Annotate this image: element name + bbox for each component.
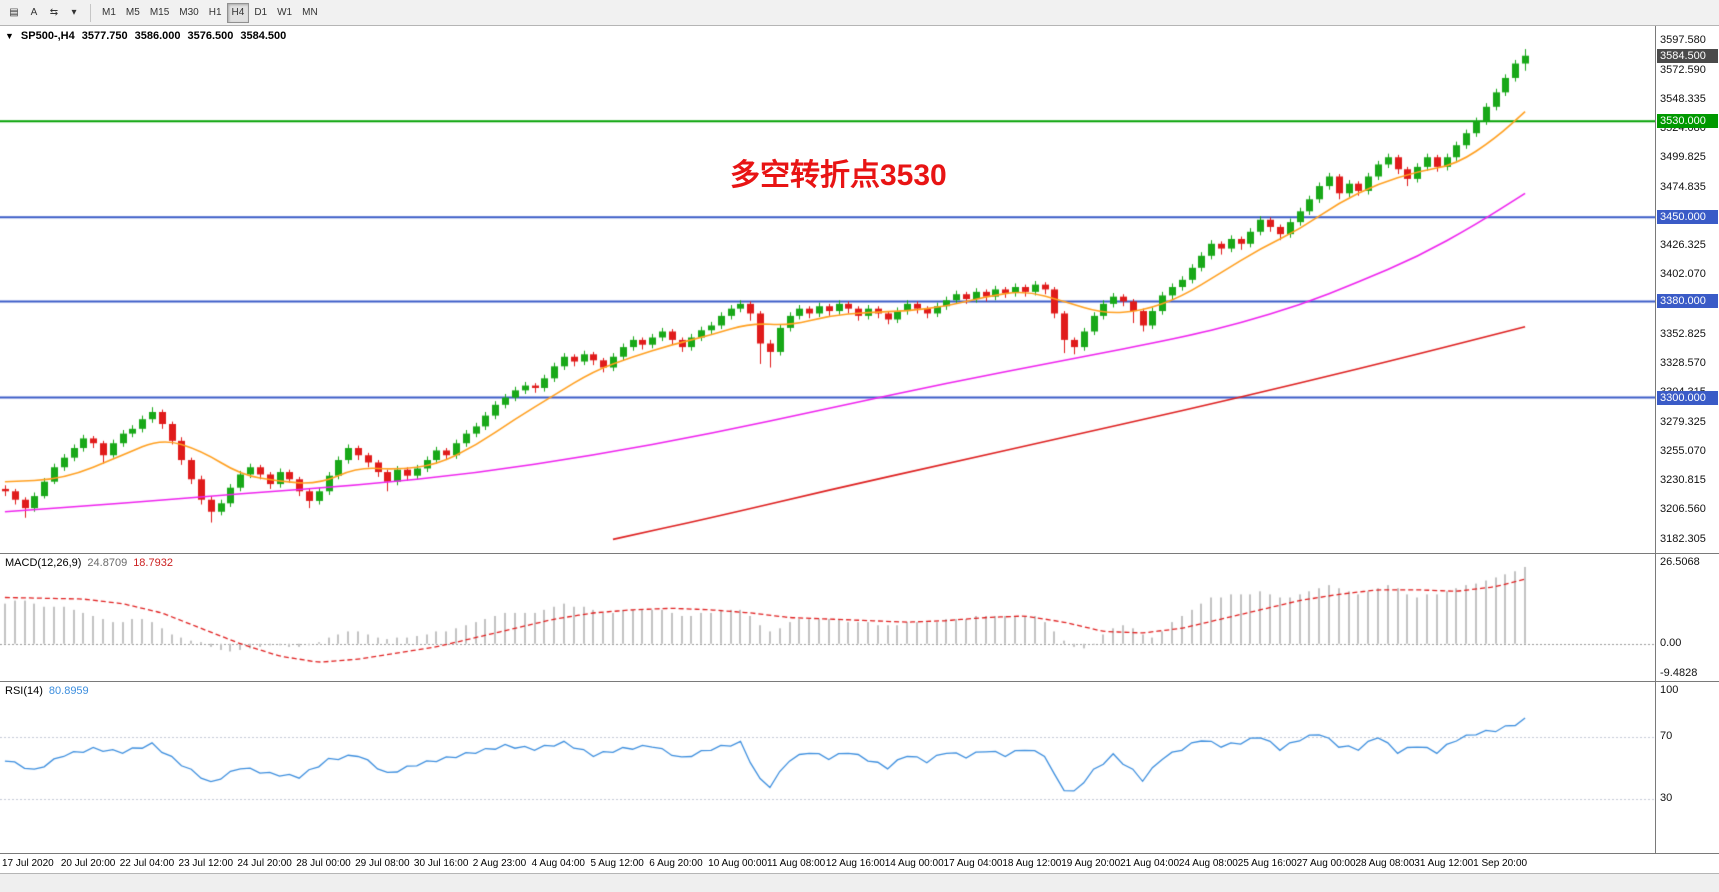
collapse-icon[interactable]: ▼ — [5, 31, 14, 41]
bottom-strip — [0, 874, 1719, 892]
rsi-label: RSI(14) 80.8959 — [5, 685, 89, 697]
time-axis-label: 17 Jul 2020 — [2, 858, 54, 869]
macd-scale-tick: 0.00 — [1660, 637, 1682, 650]
time-axis-label: 20 Jul 20:00 — [60, 858, 116, 869]
close-value: 3584.500 — [240, 30, 287, 42]
more-options-button[interactable]: ▾ — [71, 7, 77, 18]
time-axis-label: 11 Aug 08:00 — [767, 858, 826, 869]
time-axis-label: 30 Jul 16:00 — [413, 858, 469, 869]
price-badge: 3450.000 — [1657, 210, 1718, 225]
price-tick: 3352.825 — [1660, 327, 1706, 340]
rsi-scale-tick: 70 — [1660, 730, 1673, 742]
rsi-value: 80.8959 — [48, 685, 89, 697]
time-axis-label: 28 Jul 00:00 — [296, 858, 351, 869]
chart-area: 3597.5803572.5903548.3353524.0803499.825… — [0, 26, 1719, 892]
time-axis[interactable]: 17 Jul 2020 20 Jul 20:00 22 Jul 04:00 23 Ju… — [0, 854, 1719, 874]
toolbar-separator — [90, 3, 91, 22]
time-axis-label: 23 Jul 12:00 — [178, 858, 234, 869]
time-axis-label: 4 Aug 04:00 — [531, 858, 585, 869]
low-value: 3576.500 — [187, 30, 234, 42]
chart-window-button[interactable]: ▤ — [9, 7, 19, 18]
macd-main-value: 24.8709 — [87, 557, 128, 569]
time-axis-label: 17 Aug 04:00 — [943, 858, 1003, 869]
rsi-scale-tick: 30 — [1660, 792, 1673, 804]
time-axis-label: 1 Sep 20:00 — [1473, 858, 1528, 869]
time-axis-label: 14 Aug 00:00 — [884, 858, 944, 869]
price-tick: 3402.070 — [1660, 268, 1706, 281]
macd-label: MACD(12,26,9) 24.8709 18.7932 — [5, 557, 173, 569]
timeframe-button-m15[interactable]: M15 — [149, 7, 170, 18]
macd-name: MACD(12,26,9) — [5, 557, 82, 569]
price-tick: 3597.580 — [1660, 33, 1706, 46]
rsi-canvas[interactable] — [0, 682, 1655, 853]
timeframe-button-w1[interactable]: W1 — [277, 7, 293, 18]
time-axis-label: 28 Aug 08:00 — [1355, 858, 1415, 869]
rsi-panel: 100 70 30 RSI(14) 80.8959 — [0, 682, 1719, 854]
time-axis-label: 18 Aug 12:00 — [1002, 858, 1062, 869]
time-axis-label: 6 Aug 20:00 — [649, 858, 703, 869]
price-tick: 3548.335 — [1660, 92, 1706, 105]
timeframe-button-h1[interactable]: H1 — [208, 7, 222, 18]
macd-scale[interactable]: 26.5068 0.00 -9.4828 — [1655, 554, 1719, 681]
price-tick: 3230.815 — [1660, 474, 1706, 487]
rsi-name: RSI(14) — [5, 685, 43, 697]
chart-shift-button[interactable]: ⇆ — [49, 7, 59, 18]
timeframe-button-m5[interactable]: M5 — [125, 7, 140, 18]
price-tick: 3279.325 — [1660, 415, 1706, 428]
time-axis-label: 19 Aug 20:00 — [1061, 858, 1121, 869]
time-axis-label: 10 Aug 00:00 — [708, 858, 768, 869]
symbol-ohlc-bar: ▼ SP500-,H4 3577.750 3586.000 3576.500 3… — [5, 30, 286, 42]
macd-panel: 26.5068 0.00 -9.4828 MACD(12,26,9) 24.8709… — [0, 554, 1719, 682]
main-chart-panel: 3597.5803572.5903548.3353524.0803499.825… — [0, 26, 1719, 554]
timeframe-button-d1[interactable]: D1 — [254, 7, 268, 18]
price-tick: 3474.835 — [1660, 180, 1706, 193]
macd-scale-tick: 26.5068 — [1660, 555, 1700, 568]
main-chart-canvas[interactable] — [0, 26, 1655, 553]
macd-canvas[interactable] — [0, 554, 1655, 681]
time-axis-label: 31 Aug 12:00 — [1414, 858, 1474, 869]
time-axis-label: 25 Aug 16:00 — [1237, 858, 1297, 869]
time-axis-label: 24 Aug 08:00 — [1178, 858, 1238, 869]
timeframe-button-mn[interactable]: MN — [302, 7, 318, 18]
price-badge: 3300.000 — [1657, 390, 1718, 405]
timeframe-button-m30[interactable]: M30 — [179, 7, 199, 18]
timeframe-button-group: M1 M5 M15 M30 H1 H4 D1 W1 MN — [97, 2, 323, 23]
rsi-scale-tick: 100 — [1660, 683, 1679, 696]
time-axis-label: 2 Aug 23:00 — [472, 858, 527, 869]
chart-toolbar: ▤ A ⇆ ▾ M1 M5 M15 M30 H1 H4 D1 W1 MN — [0, 0, 1719, 26]
open-value: 3577.750 — [81, 30, 128, 42]
time-axis-label: 21 Aug 04:00 — [1120, 858, 1180, 869]
time-axis-label: 12 Aug 16:00 — [825, 858, 885, 869]
timeframe-button-h4[interactable]: H4 — [226, 2, 250, 23]
price-tick: 3499.825 — [1660, 150, 1706, 163]
symbol-title: SP500-,H4 — [20, 30, 75, 42]
price-tick: 3328.570 — [1660, 356, 1706, 369]
macd-signal-value: 18.7932 — [133, 557, 173, 569]
time-axis-label: 5 Aug 12:00 — [590, 858, 644, 869]
chart-annotation-text: 多空转折点3530 — [730, 159, 947, 192]
price-tick: 3255.070 — [1660, 445, 1706, 458]
time-axis-label: 29 Jul 08:00 — [355, 858, 410, 869]
price-badge: 3530.000 — [1657, 114, 1718, 129]
macd-scale-tick: -9.4828 — [1660, 666, 1698, 679]
price-tick: 3206.560 — [1660, 503, 1706, 516]
time-axis-label: 24 Jul 20:00 — [237, 858, 292, 869]
time-axis-label: 22 Jul 04:00 — [119, 858, 175, 869]
price-tick: 3426.325 — [1660, 239, 1706, 252]
time-axis-label: 27 Aug 00:00 — [1296, 858, 1356, 869]
price-badge: 3380.000 — [1657, 294, 1718, 309]
rsi-scale[interactable]: 100 70 30 — [1655, 682, 1719, 853]
toolbar-left-group: ▤ A ⇆ ▾ — [4, 3, 84, 23]
price-tick: 3572.590 — [1660, 63, 1706, 76]
price-tick: 3182.305 — [1660, 532, 1706, 545]
timeframe-button-m1[interactable]: M1 — [102, 7, 116, 18]
price-scale[interactable]: 3597.5803572.5903548.3353524.0803499.825… — [1655, 26, 1719, 553]
annotate-button[interactable]: A — [30, 7, 38, 18]
price-badge: 3584.500 — [1657, 48, 1718, 63]
high-value: 3586.000 — [134, 30, 181, 42]
